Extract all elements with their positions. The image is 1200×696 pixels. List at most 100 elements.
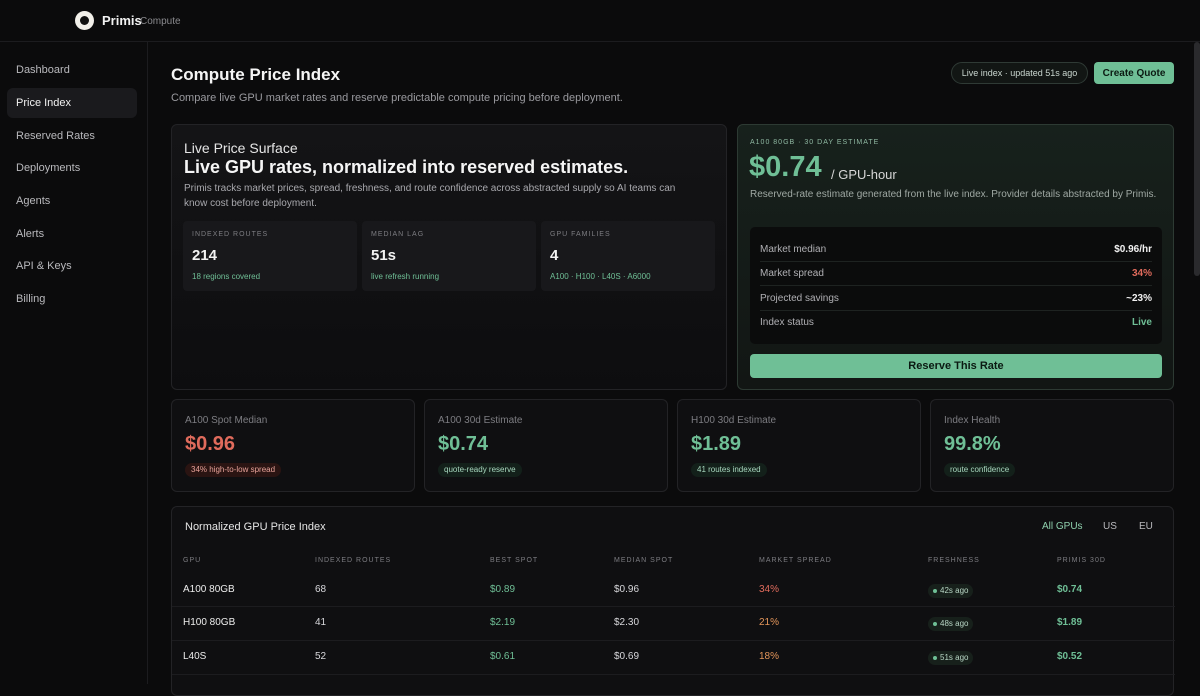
table-title: Normalized GPU Price Index [185, 521, 326, 533]
cell-market-spread: 21% [759, 617, 780, 628]
kpi-h100-30d-estimate: H100 30d Estimate $1.89 41 routes indexe… [677, 399, 921, 492]
column-header-indexed-routes[interactable]: INDEXED ROUTES [315, 557, 392, 564]
kpi-a100-30d-estimate: A100 30d Estimate $0.74 quote-ready rese… [424, 399, 668, 492]
estimate-description: Reserved-rate estimate generated from th… [750, 189, 1157, 200]
metric-label: MEDIAN LAG [371, 231, 425, 238]
sidebar-item-reserved-rates[interactable]: Reserved Rates [16, 130, 95, 142]
sidebar-item-deployments[interactable]: Deployments [16, 162, 81, 174]
freshness-badge: 51s ago [928, 651, 974, 665]
column-header-best-spot[interactable]: BEST SPOT [490, 557, 539, 564]
kpi-label: Index Health [944, 415, 1001, 426]
page-title: Compute Price Index [171, 65, 341, 84]
kpi-value: 99.8% [944, 433, 1001, 455]
sidebar-item-api-keys[interactable]: API & Keys [16, 260, 72, 272]
estimate-price: $0.74 [749, 151, 822, 183]
metric-gpu-families: GPU FAMILIES 4 A100 · H100 · L40S · A600… [541, 221, 715, 291]
kpi-badge: 34% high-to-low spread [185, 463, 282, 477]
filter-all-gpus[interactable]: All GPUs [1042, 521, 1083, 532]
kpi-value: $0.96 [185, 433, 236, 455]
kpi-badge: quote-ready reserve [438, 463, 522, 477]
freshness-value: 48s ago [940, 619, 969, 628]
metric-label: GPU FAMILIES [550, 231, 611, 238]
kpi-index-health: Index Health 99.8% route confidence [930, 399, 1174, 492]
kpi-a100-spot-median: A100 Spot Median $0.96 34% high-to-low s… [171, 399, 415, 492]
stat-label: Projected savings [760, 292, 839, 304]
stat-value: $0.96/hr [1114, 243, 1152, 255]
estimate-stats: Market median $0.96/hr Market spread 34%… [750, 227, 1162, 344]
cell-routes: 52 [315, 651, 327, 662]
stat-projected-savings: Projected savings ~23% [760, 286, 1152, 310]
reserve-this-rate-button[interactable]: Reserve This Rate [750, 354, 1162, 378]
metric-label: INDEXED ROUTES [192, 231, 269, 238]
freshness-value: 51s ago [940, 653, 969, 662]
divider [760, 310, 1152, 311]
metric-value: 51s [371, 247, 397, 264]
stat-market-median: Market median $0.96/hr [760, 237, 1152, 261]
estimate-eyebrow: A100 80GB · 30 DAY ESTIMATE [750, 139, 880, 146]
kpi-label: H100 30d Estimate [691, 415, 777, 426]
divider [760, 285, 1152, 286]
cell-primis-30d: $0.74 [1057, 584, 1083, 595]
stat-index-status: Index status Live [760, 310, 1152, 334]
sidebar-item-dashboard[interactable]: Dashboard [16, 64, 70, 76]
sidebar-item-price-index[interactable]: Price Index [7, 88, 137, 118]
cell-best-spot: $0.89 [490, 584, 516, 595]
cell-median-spot: $0.96 [614, 584, 640, 595]
cell-routes: 68 [315, 584, 327, 595]
kpi-badge: 41 routes indexed [691, 463, 767, 477]
metric-median-lag: MEDIAN LAG 51s live refresh running [362, 221, 536, 291]
cell-median-spot: $2.30 [614, 617, 640, 628]
column-header-primis-30d[interactable]: PRIMIS 30D [1057, 557, 1106, 564]
create-quote-button[interactable]: Create Quote [1094, 62, 1174, 84]
divider [760, 261, 1152, 262]
divider [172, 640, 1175, 641]
top-bar: Primis Compute [0, 0, 1200, 42]
status-dot-icon [933, 588, 937, 593]
filter-eu[interactable]: EU [1139, 521, 1153, 532]
page-scrollbar[interactable] [1194, 42, 1200, 276]
stat-label: Market spread [760, 267, 824, 279]
surface-eyebrow: Live Price Surface [184, 140, 298, 156]
cell-gpu: H100 80GB [183, 617, 236, 628]
kpi-value: $1.89 [691, 433, 742, 455]
primis-logo-icon[interactable] [75, 11, 94, 30]
filter-us[interactable]: US [1103, 521, 1117, 532]
cell-best-spot: $2.19 [490, 617, 516, 628]
page-subtitle: Compare live GPU market rates and reserv… [171, 92, 623, 104]
stat-value: ~23% [1126, 292, 1152, 304]
sidebar-item-alerts[interactable]: Alerts [16, 228, 45, 240]
stat-label: Market median [760, 243, 827, 255]
live-status-badge: Live index · updated 51s ago [951, 62, 1088, 84]
brand-subtitle: Compute [140, 16, 181, 27]
column-header-freshness[interactable]: FRESHNESS [928, 557, 980, 564]
metric-value: 214 [192, 247, 218, 264]
metric-note: A100 · H100 · L40S · A6000 [550, 272, 651, 281]
sidebar-item-agents[interactable]: Agents [16, 195, 51, 207]
brand-name: Primis [102, 13, 142, 28]
column-header-gpu[interactable]: GPU [183, 557, 202, 564]
kpi-label: A100 30d Estimate [438, 415, 523, 426]
stat-value: Live [1131, 316, 1152, 328]
divider [172, 606, 1175, 607]
kpi-badge: route confidence [944, 463, 1016, 477]
surface-headline: Live GPU rates, normalized into reserved… [184, 157, 629, 177]
column-header-median-spot[interactable]: MEDIAN SPOT [614, 557, 674, 564]
sidebar: Dashboard Price Index Reserved Rates Dep… [0, 42, 148, 684]
estimate-unit: / GPU-hour [831, 167, 897, 182]
cell-market-spread: 34% [759, 584, 780, 595]
stat-market-spread: Market spread 34% [760, 261, 1152, 285]
kpi-label: A100 Spot Median [185, 415, 268, 426]
cell-median-spot: $0.69 [614, 651, 640, 662]
metric-note: 18 regions covered [192, 272, 261, 281]
metric-value: 4 [550, 247, 559, 264]
cell-market-spread: 18% [759, 651, 780, 662]
gpu-price-index-table: Normalized GPU Price Index All GPUs US E… [171, 506, 1175, 696]
cell-gpu: A100 80GB [183, 584, 235, 595]
freshness-value: 42s ago [940, 586, 969, 595]
column-header-market-spread[interactable]: MARKET SPREAD [759, 557, 832, 564]
freshness-badge: 42s ago [928, 584, 974, 598]
sidebar-item-billing[interactable]: Billing [16, 293, 46, 305]
stat-label: Index status [760, 316, 814, 328]
status-dot-icon [933, 655, 937, 660]
cell-best-spot: $0.61 [490, 651, 516, 662]
